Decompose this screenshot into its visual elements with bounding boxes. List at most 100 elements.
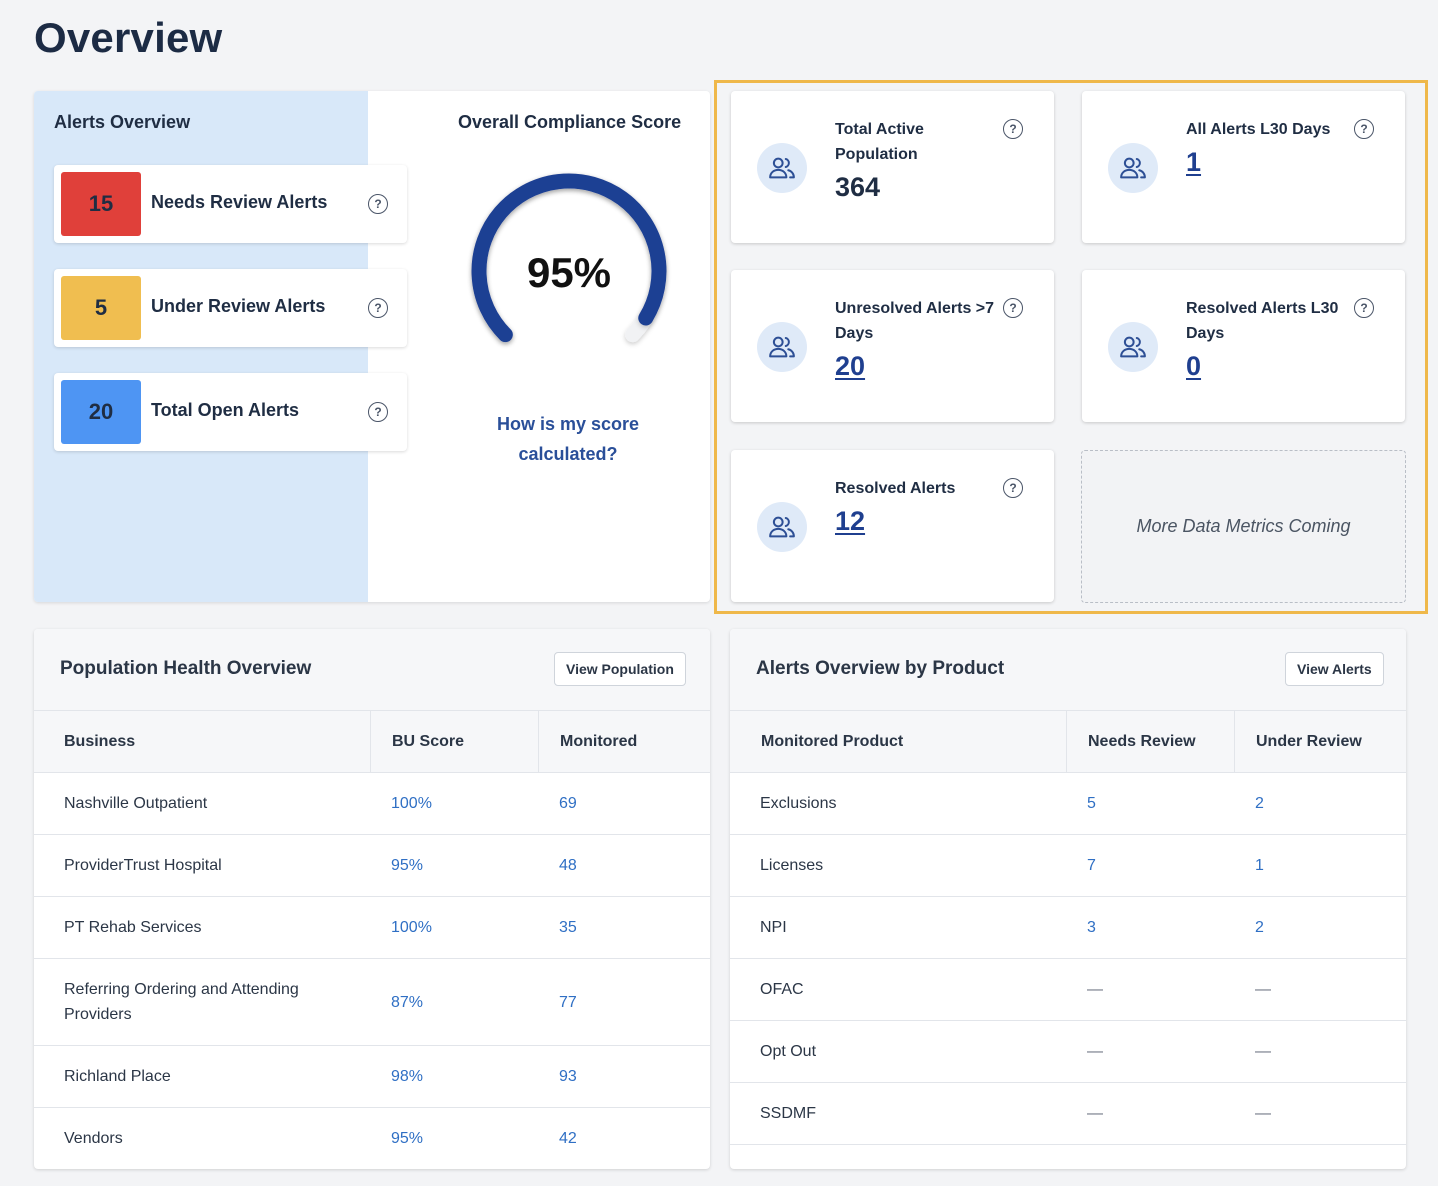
compliance-score-title: Overall Compliance Score — [458, 112, 682, 132]
more-metrics-placeholder: More Data Metrics Coming — [1081, 450, 1406, 603]
under-review-alerts-row[interactable]: 5 Under Review Alerts ? — [54, 269, 407, 347]
product-cell-second[interactable]: 7 — [1087, 857, 1096, 874]
metric-card-total-active-population: Total Active Population 364? — [731, 91, 1054, 243]
table-row[interactable]: Vendors 95% 42 — [34, 1108, 710, 1169]
metric-value[interactable]: 12 — [835, 506, 866, 536]
users-icon — [1108, 322, 1158, 372]
view-alerts-button[interactable]: View Alerts — [1285, 652, 1384, 686]
under-review-count: 5 — [61, 276, 141, 340]
help-icon[interactable]: ? — [1354, 119, 1374, 139]
column-header-monitored-product[interactable]: Monitored Product — [730, 711, 1067, 773]
alerts-overview-card: Alerts Overview 15 Needs Review Alerts ?… — [34, 91, 710, 602]
product-cell-first: Licenses — [760, 857, 824, 874]
help-icon[interactable]: ? — [1003, 298, 1023, 318]
metric-card-all-alerts-l30-days: All Alerts L30 Days 1? — [1082, 91, 1405, 243]
population-cell-second[interactable]: 100% — [391, 919, 432, 936]
help-icon[interactable]: ? — [1354, 298, 1374, 318]
table-row[interactable]: SSDMF — — — [730, 1083, 1406, 1145]
population-cell-third[interactable]: 69 — [559, 795, 577, 812]
metric-label: Unresolved Alerts >7 Days 20 — [835, 296, 1001, 382]
column-header-bu-score[interactable]: BU Score — [371, 711, 539, 773]
population-cell-third[interactable]: 35 — [559, 919, 577, 936]
column-header-needs-review[interactable]: Needs Review — [1067, 711, 1235, 773]
total-open-alerts-row[interactable]: 20 Total Open Alerts ? — [54, 373, 407, 451]
metric-label-text: Unresolved Alerts >7 Days — [835, 300, 995, 342]
metric-label: Resolved Alerts 12 — [835, 476, 1001, 537]
help-icon[interactable]: ? — [1003, 119, 1023, 139]
alerts-overview-panel: Alerts Overview 15 Needs Review Alerts ?… — [34, 91, 407, 602]
population-cell-first: Vendors — [64, 1130, 123, 1147]
table-row[interactable]: Exclusions 5 2 — [730, 773, 1406, 835]
under-review-label: Under Review Alerts — [151, 296, 326, 316]
column-header-business[interactable]: Business — [34, 711, 371, 773]
column-header-monitored[interactable]: Monitored — [560, 733, 638, 750]
population-cell-second[interactable]: 100% — [391, 795, 432, 812]
population-cell-first: PT Rehab Services — [64, 919, 202, 936]
total-open-count: 20 — [61, 380, 141, 444]
total-open-label: Total Open Alerts — [151, 400, 300, 420]
table-row[interactable]: PT Rehab Services 100% 35 — [34, 897, 710, 959]
product-cell-second: — — [1087, 1043, 1103, 1060]
population-cell-third[interactable]: 48 — [559, 857, 577, 874]
users-icon — [1108, 143, 1158, 193]
metric-value[interactable]: 0 — [1186, 351, 1202, 381]
score-calculation-link[interactable]: How is my score calculated? — [496, 414, 640, 464]
population-cell-second[interactable]: 87% — [391, 993, 424, 1011]
gauge-fill — [471, 173, 667, 343]
product-cell-third[interactable]: 2 — [1255, 795, 1264, 812]
table-row[interactable]: ProviderTrust Hospital 95% 48 — [34, 835, 710, 897]
population-cell-first: Nashville Outpatient — [64, 795, 208, 812]
product-cell-first: SSDMF — [760, 1105, 816, 1122]
table-row[interactable]: OFAC — — — [730, 959, 1406, 1021]
population-cell-third[interactable]: 77 — [559, 993, 577, 1011]
view-population-button[interactable]: View Population — [554, 652, 686, 686]
table-row[interactable]: Nashville Outpatient 100% 69 — [34, 773, 710, 835]
needs-review-label: Needs Review Alerts — [151, 192, 328, 212]
products-card-title: Alerts Overview by Product — [756, 658, 1005, 679]
help-icon[interactable]: ? — [368, 194, 388, 214]
alerts-overview-title: Alerts Overview — [54, 112, 191, 132]
metric-label: All Alerts L30 Days 1 — [1186, 117, 1352, 178]
population-card-header: Population Health Overview View Populati… — [34, 629, 710, 711]
column-header-under-review[interactable]: Under Review — [1256, 733, 1362, 750]
help-icon[interactable]: ? — [368, 402, 388, 422]
users-icon — [757, 502, 807, 552]
needs-review-alerts-row[interactable]: 15 Needs Review Alerts ? — [54, 165, 407, 243]
product-cell-first: OFAC — [760, 981, 804, 998]
metric-label: Total Active Population 364 — [835, 117, 1001, 203]
metric-label-text: Resolved Alerts L30 Days — [1186, 300, 1339, 342]
population-cell-second[interactable]: 95% — [391, 1130, 424, 1147]
compliance-gauge — [471, 173, 667, 343]
product-cell-third[interactable]: 2 — [1255, 919, 1264, 936]
metric-value[interactable]: 20 — [835, 351, 866, 381]
metric-value[interactable]: 1 — [1186, 147, 1202, 177]
product-cell-first: Opt Out — [760, 1043, 817, 1060]
help-icon[interactable]: ? — [1003, 478, 1023, 498]
population-cell-second[interactable]: 98% — [391, 1068, 424, 1085]
alerts-by-product-card: Alerts Overview by Product View Alerts M… — [730, 629, 1406, 1169]
products-card-header: Alerts Overview by Product View Alerts — [730, 629, 1406, 711]
product-cell-third[interactable]: 1 — [1255, 857, 1264, 874]
population-health-card: Population Health Overview View Populati… — [34, 629, 710, 1169]
product-cell-third: — — [1255, 981, 1271, 998]
help-icon[interactable]: ? — [368, 298, 388, 318]
population-cell-third[interactable]: 93 — [559, 1068, 577, 1085]
population-cell-first: ProviderTrust Hospital — [64, 857, 222, 874]
product-cell-second[interactable]: 5 — [1087, 795, 1096, 812]
population-cell-third[interactable]: 42 — [559, 1130, 577, 1147]
population-card-title: Population Health Overview — [60, 658, 312, 679]
metric-value: 364 — [835, 172, 881, 202]
page-title: Overview — [34, 14, 223, 61]
table-row[interactable]: Referring Ordering and Attending Provide… — [34, 959, 710, 1046]
population-cell-second[interactable]: 95% — [391, 857, 424, 874]
table-row[interactable]: Richland Place 98% 93 — [34, 1046, 710, 1108]
table-row[interactable]: Licenses 7 1 — [730, 835, 1406, 897]
product-cell-third: — — [1255, 1043, 1271, 1060]
products-table-header: Monitored Product Needs Review Under Rev… — [730, 711, 1406, 773]
product-cell-second[interactable]: 3 — [1087, 919, 1096, 936]
table-row[interactable]: Opt Out — — — [730, 1021, 1406, 1083]
population-cell-first: Referring Ordering and Attending Provide… — [64, 981, 299, 1023]
table-row[interactable]: NPI 3 2 — [730, 897, 1406, 959]
metric-label: Resolved Alerts L30 Days 0 — [1186, 296, 1352, 382]
metric-label-text: Total Active Population — [835, 121, 924, 163]
